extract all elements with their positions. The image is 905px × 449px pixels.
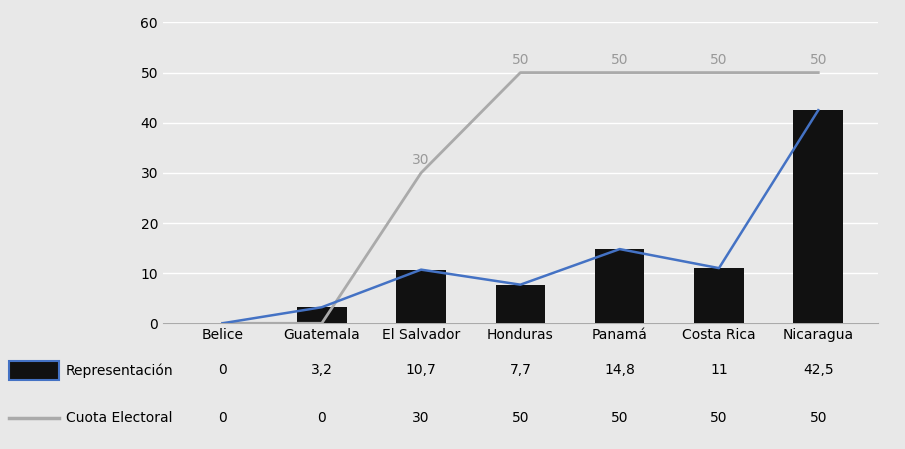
- Text: 50: 50: [809, 410, 827, 425]
- Bar: [694, 268, 744, 323]
- Bar: [396, 270, 446, 323]
- Text: 50: 50: [710, 53, 728, 66]
- Text: 30: 30: [413, 410, 430, 425]
- Bar: [794, 110, 843, 323]
- Text: 14,8: 14,8: [605, 363, 635, 378]
- Text: Cuota Electoral: Cuota Electoral: [66, 410, 173, 425]
- Text: 30: 30: [413, 153, 430, 167]
- Text: 11: 11: [710, 363, 728, 378]
- Text: 50: 50: [710, 410, 728, 425]
- Text: 50: 50: [809, 53, 827, 66]
- Text: 50: 50: [511, 53, 529, 66]
- Text: 3,2: 3,2: [310, 363, 333, 378]
- Text: 0: 0: [218, 410, 227, 425]
- Bar: [496, 285, 545, 323]
- Text: Representación: Representación: [66, 363, 174, 378]
- Text: 10,7: 10,7: [405, 363, 436, 378]
- Text: 0: 0: [318, 410, 326, 425]
- Text: 42,5: 42,5: [803, 363, 834, 378]
- Text: 50: 50: [611, 53, 628, 66]
- Text: 0: 0: [218, 363, 227, 378]
- Text: 50: 50: [511, 410, 529, 425]
- Bar: [595, 249, 644, 323]
- Bar: [297, 307, 347, 323]
- Text: 7,7: 7,7: [510, 363, 531, 378]
- Text: 50: 50: [611, 410, 628, 425]
